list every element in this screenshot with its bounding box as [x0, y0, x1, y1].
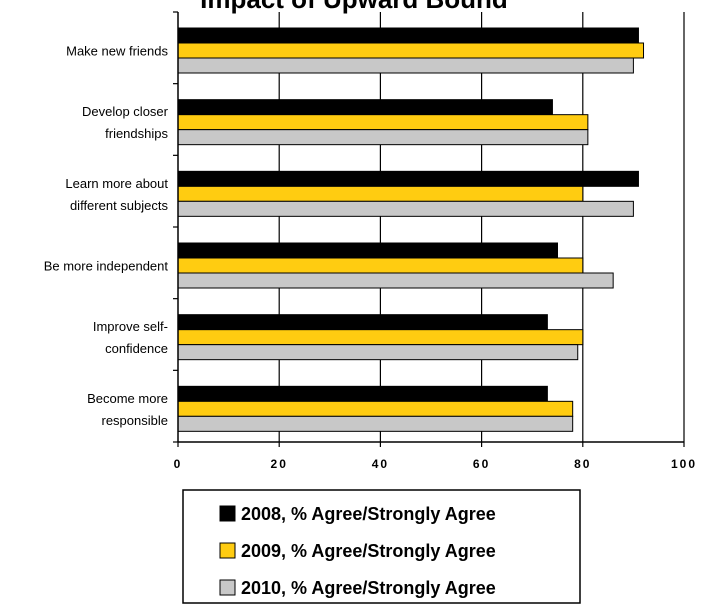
legend-label: 2009, % Agree/Strongly Agree [241, 541, 496, 561]
category-label: Develop closer [82, 104, 169, 119]
x-tick-label: 0 [174, 457, 183, 471]
category-label: different subjects [70, 198, 169, 213]
bar [177, 257, 584, 274]
x-tick-label: 40 [372, 457, 389, 471]
category-label: Improve self- [93, 319, 168, 334]
bar [177, 314, 548, 331]
category-label: responsible [102, 413, 169, 428]
x-tick-label: 80 [574, 457, 591, 471]
bar [177, 99, 553, 116]
legend: 2008, % Agree/Strongly Agree 2009, % Agre… [182, 489, 581, 604]
bar [177, 27, 639, 44]
grid-lines [278, 12, 685, 442]
bar [177, 400, 574, 417]
axes [173, 11, 685, 447]
bar [177, 42, 645, 59]
bar [177, 129, 589, 146]
bar [177, 170, 639, 187]
x-tick-label: 100 [671, 457, 697, 471]
bar [177, 344, 579, 361]
category-label: Make new friends [66, 44, 168, 59]
legend-box [182, 489, 581, 604]
category-label: Learn more about [65, 176, 168, 191]
bars [177, 27, 645, 432]
bar [177, 329, 584, 346]
x-tick-labels: 0 20 40 60 80 100 [174, 457, 697, 471]
chart-title-clip: Impact of Upward Bound [200, 0, 508, 14]
category-label: friendships [105, 126, 168, 141]
bar [177, 385, 548, 402]
legend-swatch [219, 579, 236, 596]
legend-swatch [219, 505, 236, 522]
chart-title: Impact of Upward Bound [200, 0, 508, 14]
bar [177, 272, 614, 289]
category-label: Become more [87, 391, 168, 406]
category-label: Be more independent [44, 259, 169, 274]
bar [177, 200, 634, 217]
legend-swatch [219, 542, 236, 559]
legend-label: 2008, % Agree/Strongly Agree [241, 504, 496, 524]
bar [177, 114, 589, 131]
bar [177, 57, 634, 74]
category-labels: Make new friends Develop closer friendship… [44, 44, 169, 428]
bar [177, 415, 574, 432]
x-tick-label: 20 [271, 457, 288, 471]
bar [177, 185, 584, 202]
category-label: confidence [105, 341, 168, 356]
legend-label: 2010, % Agree/Strongly Agree [241, 578, 496, 598]
bar [177, 242, 558, 259]
x-tick-label: 60 [473, 457, 490, 471]
